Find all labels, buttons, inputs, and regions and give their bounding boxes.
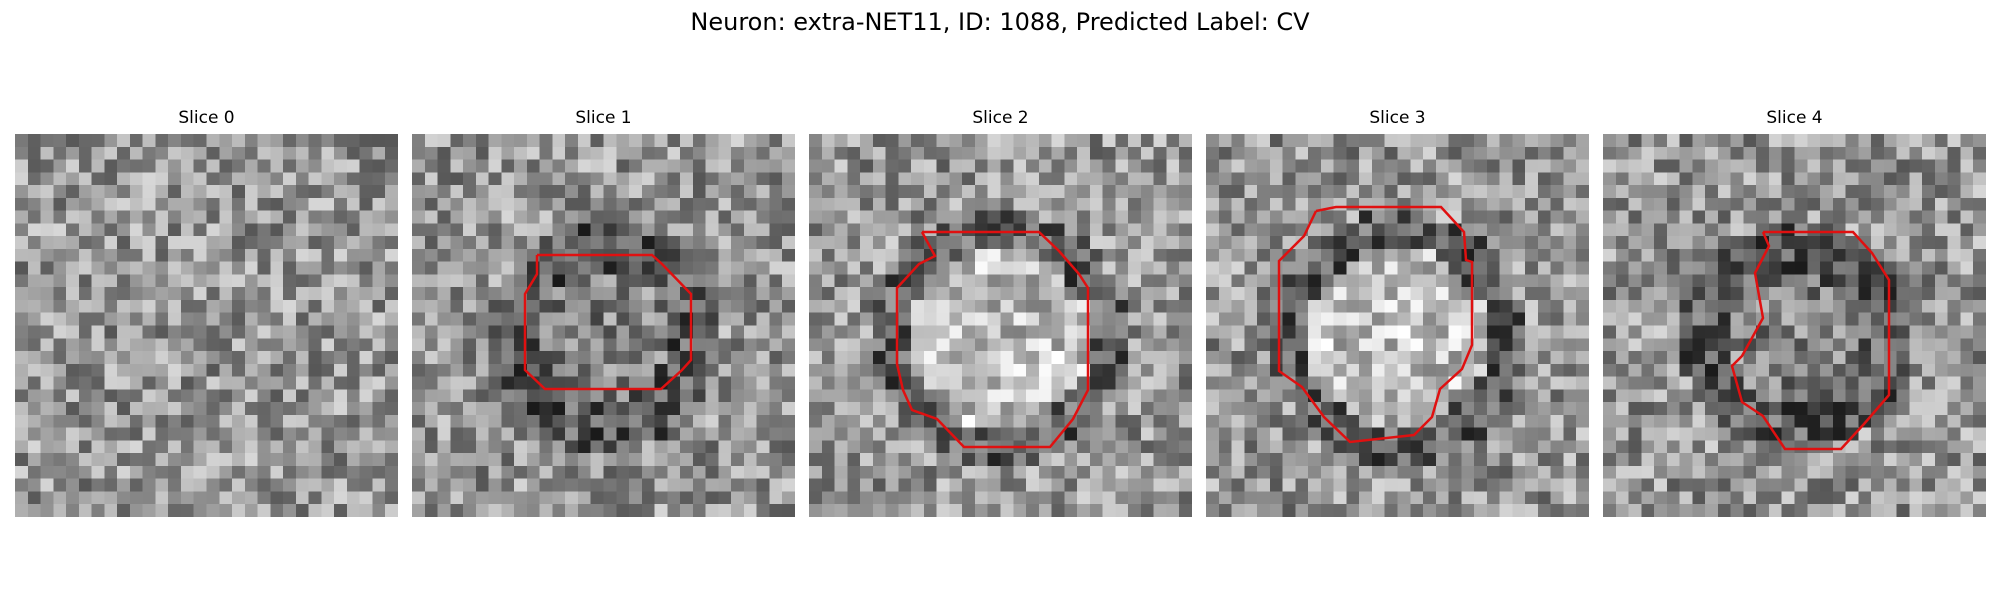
slice-panel-2: Slice 2: [809, 108, 1192, 518]
slice-title: Slice 0: [178, 108, 235, 128]
slice-title: Slice 1: [575, 108, 632, 128]
cell-contour: [895, 230, 1090, 449]
slice-image: [15, 134, 398, 517]
cell-contour: [1277, 205, 1474, 444]
cell-contour: [523, 253, 693, 391]
slice-image: [1206, 134, 1589, 517]
slice-title: Slice 2: [972, 108, 1029, 128]
slice-panel-3: Slice 3: [1206, 108, 1589, 518]
slice-panel-0: Slice 0: [15, 108, 398, 518]
figure-title: Neuron: extra-NET11, ID: 1088, Predicted…: [690, 8, 1310, 36]
slice-panel-1: Slice 1: [412, 108, 795, 518]
slice-image: [1603, 134, 1986, 517]
slice-title: Slice 4: [1766, 108, 1823, 128]
slice-image: [412, 134, 795, 517]
cell-contour: [1730, 230, 1891, 451]
slice-image: [809, 134, 1192, 517]
slice-title: Slice 3: [1369, 108, 1426, 128]
slice-panel-4: Slice 4: [1603, 108, 1986, 518]
